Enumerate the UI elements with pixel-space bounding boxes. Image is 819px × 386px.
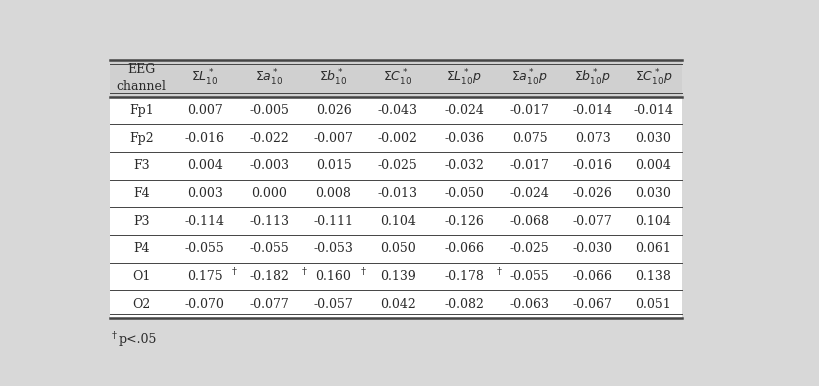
Text: 0.030: 0.030	[635, 132, 671, 145]
Text: -0.003: -0.003	[249, 159, 289, 173]
Text: $\Sigma a^*_{10}$: $\Sigma a^*_{10}$	[255, 68, 283, 88]
Text: $\Sigma C^*_{10}p$: $\Sigma C^*_{10}p$	[634, 68, 672, 88]
Text: †: †	[301, 267, 306, 276]
Text: -0.036: -0.036	[444, 132, 483, 145]
Text: $\Sigma a^*_{10}p$: $\Sigma a^*_{10}p$	[511, 68, 547, 88]
Text: $\Sigma b^*_{10}p$: $\Sigma b^*_{10}p$	[574, 68, 610, 88]
Text: $\Sigma C^*_{10}$: $\Sigma C^*_{10}$	[382, 68, 412, 88]
Text: 0.050: 0.050	[379, 242, 415, 256]
Text: 0.030: 0.030	[635, 187, 671, 200]
Text: -0.055: -0.055	[509, 270, 549, 283]
Text: -0.077: -0.077	[249, 298, 289, 311]
Text: -0.026: -0.026	[572, 187, 612, 200]
Text: -0.017: -0.017	[509, 159, 549, 173]
Text: F3: F3	[133, 159, 149, 173]
Text: P4: P4	[133, 242, 149, 256]
Text: -0.070: -0.070	[184, 298, 224, 311]
Text: Fp2: Fp2	[129, 132, 153, 145]
Text: F4: F4	[133, 187, 149, 200]
Text: 0.138: 0.138	[635, 270, 671, 283]
Text: -0.055: -0.055	[249, 242, 289, 256]
Text: -0.005: -0.005	[249, 104, 289, 117]
Text: -0.055: -0.055	[185, 242, 224, 256]
Text: 0.139: 0.139	[379, 270, 415, 283]
Text: 0.075: 0.075	[511, 132, 547, 145]
Text: Fp1: Fp1	[129, 104, 153, 117]
Text: $\Sigma L^*_{10}p$: $\Sigma L^*_{10}p$	[446, 68, 482, 88]
Text: -0.050: -0.050	[444, 187, 483, 200]
Text: †: †	[232, 267, 237, 276]
Text: 0.004: 0.004	[635, 159, 671, 173]
Text: p<.05: p<.05	[119, 333, 157, 346]
Text: -0.063: -0.063	[509, 298, 549, 311]
Text: 0.003: 0.003	[187, 187, 223, 200]
Text: -0.032: -0.032	[444, 159, 483, 173]
Text: -0.002: -0.002	[378, 132, 417, 145]
Text: -0.053: -0.053	[313, 242, 353, 256]
Text: †: †	[112, 331, 117, 340]
Text: -0.077: -0.077	[572, 215, 612, 228]
Text: -0.013: -0.013	[378, 187, 417, 200]
Text: -0.111: -0.111	[313, 215, 353, 228]
Text: -0.113: -0.113	[249, 215, 289, 228]
Text: -0.016: -0.016	[184, 132, 224, 145]
Text: 0.051: 0.051	[635, 298, 671, 311]
Text: P3: P3	[133, 215, 149, 228]
Text: -0.024: -0.024	[444, 104, 483, 117]
Text: -0.068: -0.068	[509, 215, 549, 228]
Text: -0.016: -0.016	[572, 159, 612, 173]
Text: -0.114: -0.114	[184, 215, 224, 228]
Text: -0.082: -0.082	[444, 298, 483, 311]
Text: 0.004: 0.004	[187, 159, 223, 173]
Text: 0.175: 0.175	[187, 270, 222, 283]
Text: -0.024: -0.024	[509, 187, 549, 200]
Text: †: †	[360, 267, 365, 276]
Text: -0.014: -0.014	[572, 104, 612, 117]
Text: -0.030: -0.030	[572, 242, 612, 256]
Text: †: †	[496, 267, 501, 276]
Text: -0.025: -0.025	[378, 159, 417, 173]
Text: 0.104: 0.104	[635, 215, 671, 228]
Text: -0.022: -0.022	[249, 132, 289, 145]
Text: 0.000: 0.000	[251, 187, 287, 200]
Text: O2: O2	[132, 298, 150, 311]
Text: 0.008: 0.008	[315, 187, 351, 200]
Text: -0.067: -0.067	[572, 298, 612, 311]
Bar	[110, 60, 681, 97]
Text: -0.014: -0.014	[633, 104, 672, 117]
Text: $\Sigma b^*_{10}$: $\Sigma b^*_{10}$	[319, 68, 347, 88]
Text: 0.073: 0.073	[574, 132, 610, 145]
Text: -0.007: -0.007	[313, 132, 353, 145]
Text: O1: O1	[132, 270, 150, 283]
Text: 0.160: 0.160	[315, 270, 351, 283]
Text: 0.061: 0.061	[635, 242, 671, 256]
Text: -0.025: -0.025	[509, 242, 549, 256]
Text: -0.043: -0.043	[378, 104, 417, 117]
Text: -0.066: -0.066	[444, 242, 483, 256]
Text: -0.066: -0.066	[572, 270, 612, 283]
Text: 0.026: 0.026	[315, 104, 351, 117]
Text: 0.042: 0.042	[379, 298, 415, 311]
Text: 0.007: 0.007	[187, 104, 223, 117]
Text: -0.182: -0.182	[249, 270, 289, 283]
Text: 0.015: 0.015	[315, 159, 351, 173]
Text: -0.126: -0.126	[444, 215, 483, 228]
Text: EEG
channel: EEG channel	[116, 63, 166, 93]
Bar	[110, 97, 681, 318]
Text: 0.104: 0.104	[379, 215, 415, 228]
Text: -0.178: -0.178	[444, 270, 483, 283]
Text: -0.017: -0.017	[509, 104, 549, 117]
Text: -0.057: -0.057	[313, 298, 353, 311]
Text: $\Sigma L^*_{10}$: $\Sigma L^*_{10}$	[191, 68, 219, 88]
